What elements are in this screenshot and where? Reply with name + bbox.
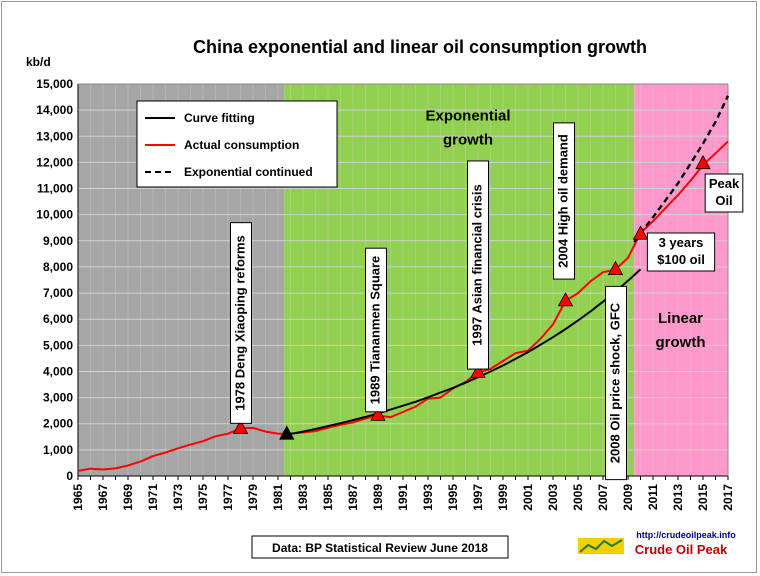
svg-text:1978 Deng Xiaoping reforms: 1978 Deng Xiaoping reforms bbox=[233, 235, 248, 411]
x-tick-label: 1965 bbox=[71, 484, 85, 511]
legend-label-0: Curve fitting bbox=[184, 111, 255, 125]
y-tick-label: 15,000 bbox=[36, 77, 73, 91]
svg-text:1989 Tiananmen Square: 1989 Tiananmen Square bbox=[368, 256, 383, 405]
event-label-5: 2008 Oil price shock, GFC bbox=[605, 285, 627, 481]
svg-text:Oil: Oil bbox=[715, 193, 732, 208]
series-line-curve-fitting bbox=[290, 268, 642, 435]
svg-text:3 years: 3 years bbox=[659, 235, 704, 250]
y-tick-label: 7,000 bbox=[43, 286, 73, 300]
region-label-0: Exponential bbox=[425, 108, 510, 125]
region-band-2 bbox=[634, 84, 728, 476]
x-tick-label: 1979 bbox=[246, 484, 260, 511]
svg-text:1997 Asian financial crisis: 1997 Asian financial crisis bbox=[470, 184, 485, 345]
legend-label-1: Actual consumption bbox=[184, 138, 299, 152]
x-tick-label: 1971 bbox=[146, 484, 160, 511]
event-label-3: 1997 Asian financial crisis bbox=[467, 160, 489, 370]
region-band-1 bbox=[284, 84, 635, 476]
y-tick-label: 0 bbox=[66, 469, 73, 483]
source-text: Data: BP Statistical Review June 2018 bbox=[272, 541, 488, 555]
x-tick-label: 1997 bbox=[471, 484, 485, 511]
y-tick-label: 11,000 bbox=[37, 182, 73, 196]
x-tick-label: 2005 bbox=[571, 484, 585, 511]
y-tick-label: 14,000 bbox=[36, 103, 73, 117]
x-tick-label: 2011 bbox=[646, 484, 660, 510]
x-tick-label: 1989 bbox=[371, 484, 385, 511]
event-marker-3 bbox=[470, 363, 486, 378]
x-tick-label: 1983 bbox=[296, 484, 310, 511]
event-label-6: 3 years $100 oil bbox=[646, 232, 716, 272]
region-label-0: growth bbox=[443, 132, 493, 149]
x-tick-label: 2017 bbox=[721, 484, 735, 511]
event-marker-5 bbox=[607, 260, 624, 275]
svg-text:2008 Oil price shock, GFC: 2008 Oil price shock, GFC bbox=[608, 302, 623, 463]
x-tick-label: 1987 bbox=[346, 484, 360, 511]
x-tick-label: 1973 bbox=[171, 484, 185, 511]
series-line-exponential-continued bbox=[633, 95, 730, 243]
svg-text:2004 High oil demand: 2004 High oil demand bbox=[556, 134, 571, 268]
event-label-0: 1978 Deng Xiaoping reforms bbox=[230, 222, 252, 424]
region-label-1: Linear bbox=[658, 310, 703, 327]
y-tick-label: 10,000 bbox=[36, 208, 73, 222]
svg-text:$100 oil: $100 oil bbox=[657, 252, 705, 267]
logo-image bbox=[578, 538, 624, 554]
y-tick-label: 4,000 bbox=[43, 364, 73, 378]
x-tick-label: 1999 bbox=[496, 484, 510, 511]
event-marker-4 bbox=[557, 292, 574, 307]
logo-name: Crude Oil Peak bbox=[635, 542, 728, 557]
x-tick-label: 1967 bbox=[96, 484, 110, 511]
x-tick-label: 1995 bbox=[446, 484, 460, 511]
y-tick-label: 8,000 bbox=[43, 260, 73, 274]
source-box bbox=[251, 535, 509, 559]
logo-graphic bbox=[579, 539, 623, 553]
svg-text:Peak: Peak bbox=[709, 176, 740, 191]
y-tick-label: 12,000 bbox=[36, 155, 73, 169]
logo-url: http://crudeoilpeak.info bbox=[636, 530, 736, 540]
event-marker-6 bbox=[632, 225, 649, 240]
y-tick-label: 2,000 bbox=[43, 417, 73, 431]
x-tick-label: 1975 bbox=[196, 484, 210, 511]
x-tick-label: 1981 bbox=[271, 484, 285, 511]
event-label-7: Peak Oil bbox=[704, 173, 744, 213]
event-label-2: 1989 Tiananmen Square bbox=[365, 247, 387, 413]
chart-title: China exponential and linear oil consump… bbox=[193, 37, 647, 57]
legend-label-2: Exponential continued bbox=[184, 165, 313, 179]
x-tick-label: 1985 bbox=[321, 484, 335, 511]
y-axis-label: kb/d bbox=[26, 55, 51, 69]
y-tick-label: 3,000 bbox=[43, 391, 73, 405]
y-tick-label: 1,000 bbox=[43, 443, 73, 457]
x-tick-label: 1993 bbox=[421, 484, 435, 511]
x-tick-label: 2001 bbox=[521, 484, 535, 511]
event-label-4: 2004 High oil demand bbox=[553, 122, 575, 280]
x-tick-label: 2007 bbox=[596, 484, 610, 511]
x-tick-label: 1977 bbox=[221, 484, 235, 511]
x-tick-label: 2013 bbox=[671, 484, 685, 511]
y-tick-label: 13,000 bbox=[36, 129, 73, 143]
x-tick-label: 2009 bbox=[621, 484, 635, 511]
event-marker-2 bbox=[370, 406, 386, 421]
y-tick-label: 6,000 bbox=[43, 312, 73, 326]
x-tick-label: 2003 bbox=[546, 484, 560, 511]
event-marker-1 bbox=[279, 425, 295, 440]
event-marker-0 bbox=[232, 419, 249, 434]
x-tick-label: 2015 bbox=[696, 484, 710, 511]
x-tick-label: 1991 bbox=[396, 484, 410, 511]
event-marker-7 bbox=[695, 154, 711, 170]
y-tick-label: 9,000 bbox=[43, 234, 73, 248]
series-line-actual-consumption bbox=[77, 140, 729, 472]
region-label-1: growth bbox=[656, 334, 706, 351]
x-tick-label: 1969 bbox=[121, 484, 135, 511]
y-tick-label: 5,000 bbox=[43, 338, 73, 352]
